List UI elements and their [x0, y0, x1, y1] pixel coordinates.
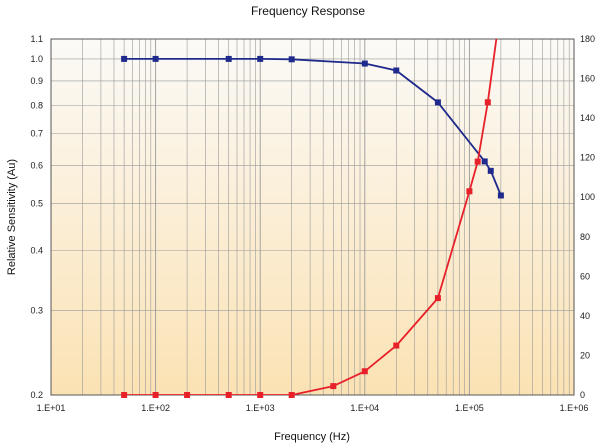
right-axis-data-point [474, 158, 481, 165]
chart-title: Frequency Response [251, 4, 365, 18]
y-right-tick-label: 140 [580, 113, 595, 123]
right-axis-data-point [288, 392, 295, 398]
y-axis-label: Relative Sensitivity (Au) [6, 159, 18, 275]
y-right-tick-label: 0 [580, 390, 585, 400]
y-left-tick-label: 0.8 [30, 101, 43, 111]
marker-layer [121, 55, 504, 398]
right-axis-data-point [257, 392, 264, 398]
y-axis-left-ticks: 0.2 0.3 0.4 0.5 0.6 0.7 0.8 0.9 1.0 1.1 [30, 34, 43, 400]
y-left-tick-label: 0.3 [30, 305, 43, 315]
right-axis-data-point [466, 188, 473, 195]
x-tick-label: 1.E+02 [141, 403, 170, 413]
y-left-tick-label: 1.1 [30, 34, 43, 44]
sensitivity-data-point [152, 55, 159, 62]
plot-frame [50, 38, 575, 396]
sensitivity-data-point [434, 99, 441, 106]
y-right-tick-label: 160 [580, 74, 595, 84]
y-left-tick-label: 0.5 [30, 199, 43, 209]
right-axis-data-point [361, 368, 368, 375]
y-left-tick-label: 1.0 [30, 54, 43, 64]
sensitivity-data-point [481, 158, 488, 165]
y-right-tick-label: 180 [580, 34, 595, 44]
sensitivity-data-point [361, 60, 368, 67]
y-left-tick-label: 0.6 [30, 161, 43, 171]
y-left-tick-label: 0.7 [30, 128, 43, 138]
sensitivity-data-point [257, 55, 264, 62]
sensitivity-data-point [393, 67, 400, 74]
right-axis-data-point [393, 342, 400, 349]
y-right-tick-label: 120 [580, 153, 595, 163]
right-axis-data-point [225, 392, 232, 398]
right-axis-data-point [330, 383, 337, 390]
y-left-tick-label: 0.2 [30, 390, 43, 400]
y-right-tick-label: 40 [580, 311, 590, 321]
right-axis-data-point [152, 392, 159, 398]
x-tick-label: 1.E+01 [37, 403, 66, 413]
y-right-tick-label: 60 [580, 271, 590, 281]
x-tick-label: 1.E+04 [350, 403, 379, 413]
y-right-tick-label: 80 [580, 232, 590, 242]
right-axis-series-line [124, 39, 498, 395]
y-left-tick-label: 0.4 [30, 245, 43, 255]
x-axis-ticks: 1.E+01 1.E+02 1.E+03 1.E+04 1.E+05 1.E+06 [37, 403, 589, 413]
y-left-tick-label: 0.9 [30, 76, 43, 86]
y-right-tick-label: 20 [580, 350, 590, 360]
right-axis-data-point [121, 392, 128, 398]
y-axis-right-ticks: 0 20 40 60 80 100 120 140 160 180 [580, 34, 595, 400]
right-axis-data-point [184, 392, 191, 398]
sensitivity-data-point [487, 167, 494, 174]
right-axis-data-point [434, 295, 441, 302]
sensitivity-data-point [225, 55, 232, 62]
sensitivity-data-point [497, 192, 504, 199]
y-right-tick-label: 100 [580, 192, 595, 202]
sensitivity-data-point [288, 56, 295, 63]
x-tick-label: 1.E+03 [246, 403, 275, 413]
x-tick-label: 1.E+05 [455, 403, 484, 413]
x-axis-label: Frequency (Hz) [274, 431, 350, 443]
plot-background [51, 39, 574, 395]
sensitivity-data-point [121, 55, 128, 62]
x-tick-label: 1.E+06 [560, 403, 589, 413]
right-axis-data-point [484, 99, 491, 106]
